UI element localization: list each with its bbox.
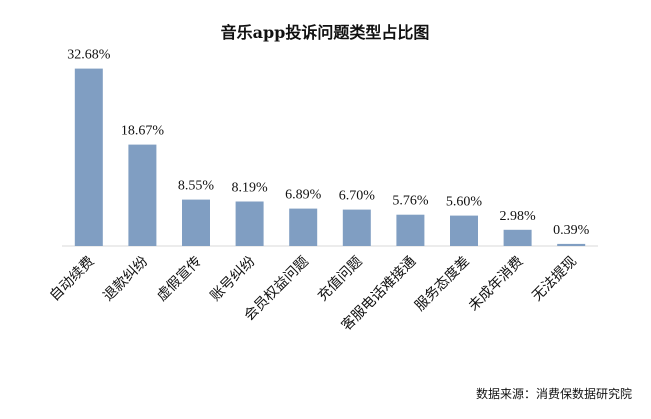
data-label-9: 0.39% bbox=[553, 223, 590, 238]
category-label-9: 无法提现 bbox=[529, 254, 580, 305]
bar-8 bbox=[503, 229, 532, 246]
data-label-1: 18.67% bbox=[121, 124, 165, 139]
bar-1 bbox=[128, 144, 157, 246]
bar-7 bbox=[450, 215, 478, 246]
bar-2 bbox=[182, 199, 210, 246]
data-label-5: 6.70% bbox=[339, 189, 376, 204]
data-label-4: 6.89% bbox=[285, 188, 322, 203]
data-label-2: 8.55% bbox=[178, 179, 215, 194]
source-note: 数据来源：消费保数据研究院 bbox=[476, 386, 632, 401]
chart-title: 音乐app投诉问题类型占比图 bbox=[221, 23, 430, 42]
data-label-8: 2.98% bbox=[500, 209, 537, 224]
category-label-5: 充值问题 bbox=[315, 254, 366, 305]
category-label-3: 账号纠纷 bbox=[208, 254, 259, 305]
category-label-8: 未成年消费 bbox=[466, 254, 527, 315]
data-label-6: 5.76% bbox=[392, 194, 429, 209]
bar-4 bbox=[289, 208, 318, 246]
category-label-1: 退款纠纷 bbox=[100, 254, 151, 305]
category-label-7: 服务态度差 bbox=[412, 254, 473, 315]
bar-0 bbox=[74, 68, 103, 246]
data-label-7: 5.60% bbox=[446, 195, 483, 210]
bar-6 bbox=[396, 214, 425, 246]
bar-9 bbox=[557, 243, 586, 246]
data-label-3: 8.19% bbox=[232, 181, 269, 196]
bar-3 bbox=[235, 201, 264, 246]
category-label-2: 虚假宣传 bbox=[154, 254, 205, 305]
data-label-0: 32.68% bbox=[67, 48, 111, 63]
bar-5 bbox=[342, 209, 371, 246]
category-label-0: 自动续费 bbox=[46, 253, 98, 305]
